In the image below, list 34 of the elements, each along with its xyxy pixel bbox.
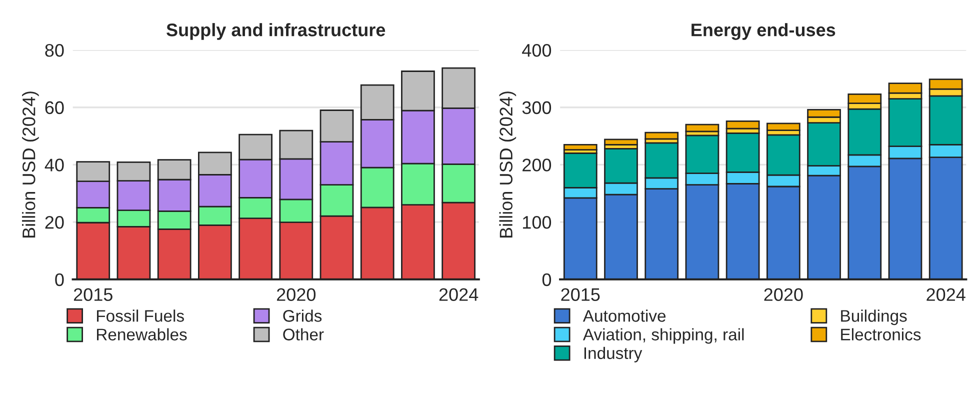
legend-label: Buildings <box>841 310 907 326</box>
x-tick-label: 2024 <box>926 288 966 301</box>
y-tick-label: 300 <box>522 101 552 114</box>
legend-label: Renewables <box>97 328 187 340</box>
bar <box>644 132 679 140</box>
y-tick-label: 400 <box>522 44 552 57</box>
chart-title: Energy end-uses <box>692 23 836 40</box>
chart-title: Supply and infrastructure <box>166 23 386 40</box>
y-tick-label: 20 <box>45 216 64 229</box>
legend-label: Automotive <box>582 310 666 322</box>
y-tick-label: 0 <box>55 273 64 286</box>
bar <box>685 124 720 132</box>
legend-label: Electronics <box>841 328 921 340</box>
bar <box>766 122 800 132</box>
legend-label: Industry <box>584 346 642 362</box>
x-tick-label: 2020 <box>276 288 316 301</box>
y-tick-label: 0 <box>542 273 552 286</box>
x-tick-label: 2024 <box>439 288 478 301</box>
legend-label: Grids <box>283 310 322 322</box>
legend-label: Aviation, shipping, rail <box>582 328 744 344</box>
y-tick-label: 200 <box>522 158 552 172</box>
x-tick-label: 2015 <box>74 288 112 301</box>
y-tick-label: 80 <box>45 44 64 57</box>
legend-label: Other <box>283 328 324 340</box>
bar <box>563 144 598 150</box>
x-tick-label: 2015 <box>561 288 600 301</box>
y-tick-label: 60 <box>45 101 64 114</box>
legend-label: Fossil Fuels <box>97 310 184 322</box>
y-axis-title: Billion USD (2024) <box>22 92 39 238</box>
y-axis-title: Billion USD (2024) <box>499 92 516 238</box>
y-tick-label: 100 <box>523 216 552 229</box>
y-tick-label: 40 <box>44 158 64 172</box>
x-tick-label: 2020 <box>764 288 803 301</box>
bar <box>604 138 638 146</box>
